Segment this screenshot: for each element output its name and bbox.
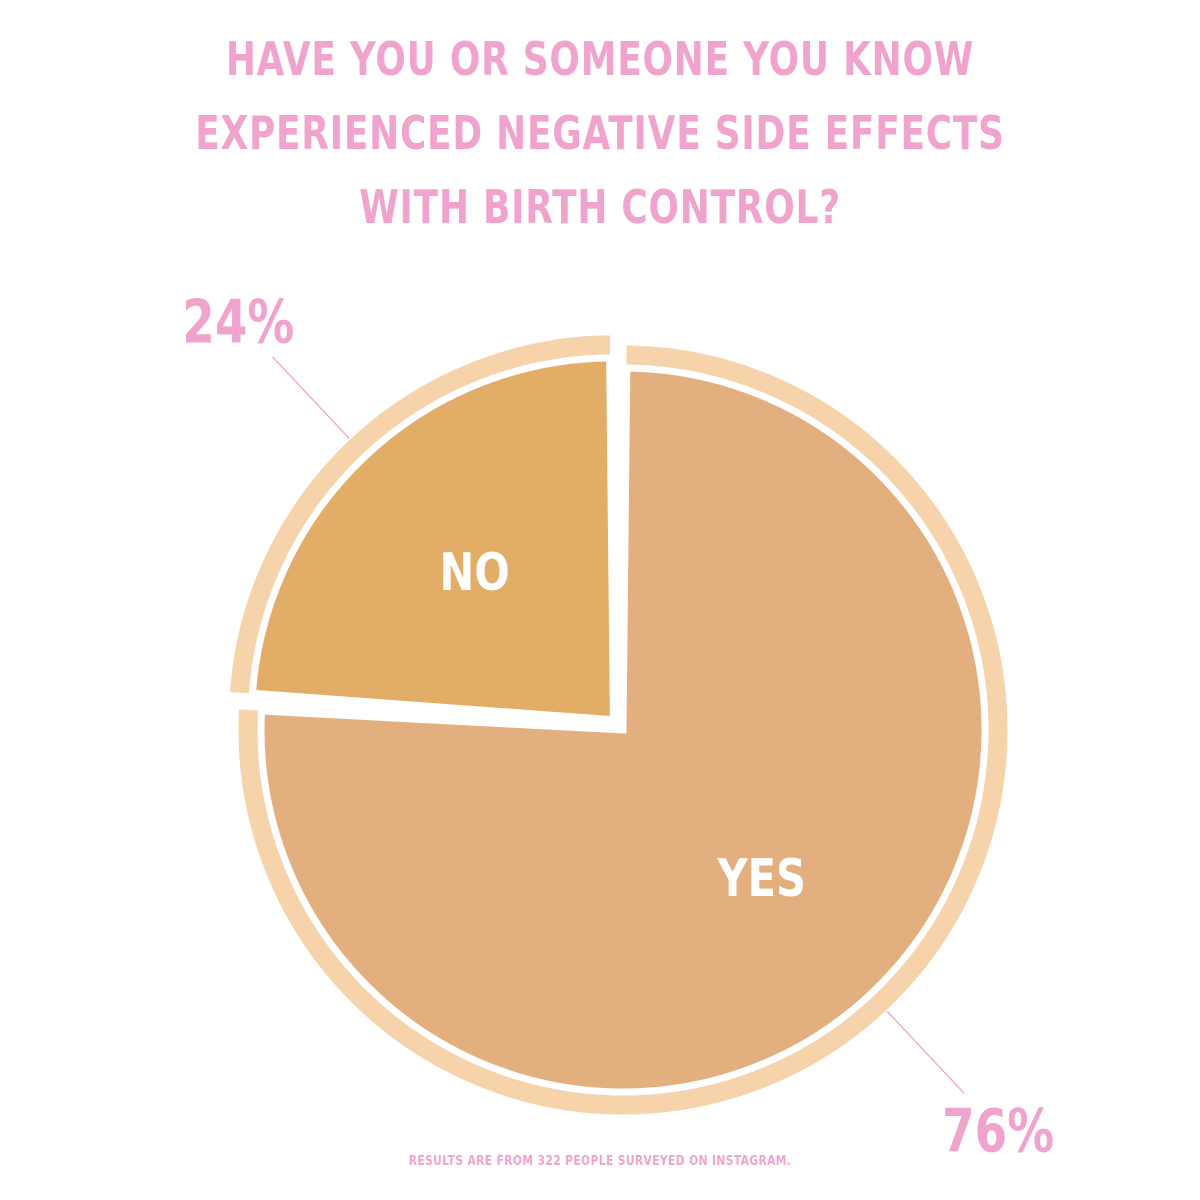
slice-no <box>248 354 617 724</box>
slice-label-no: NO <box>440 543 510 604</box>
slice-yes <box>257 364 989 1096</box>
title-line-3: WITH BIRTH CONTROL? <box>359 180 841 234</box>
value-label-no: 24% <box>182 287 294 357</box>
chart-title: HAVE YOU OR SOMEONE YOU KNOW EXPERIENCED… <box>132 22 1068 244</box>
value-label-yes: 76% <box>942 1096 1054 1166</box>
title-line-1: HAVE YOU OR SOMEONE YOU KNOW <box>225 32 975 86</box>
leader-line-no <box>272 356 350 439</box>
title-line-2: EXPERIENCED NEGATIVE SIDE EFFECTS <box>195 106 1005 160</box>
footnote: RESULTS ARE FROM 322 PEOPLE SURVEYED ON … <box>408 1154 792 1169</box>
slice-label-yes: YES <box>717 848 806 909</box>
leader-line-yes <box>886 1010 965 1094</box>
